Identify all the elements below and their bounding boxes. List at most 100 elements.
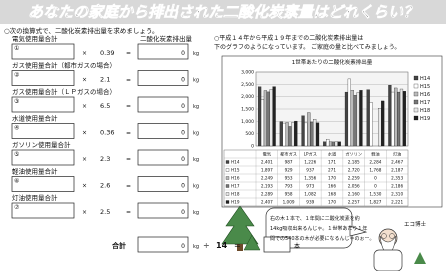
unit: kg: [193, 104, 199, 110]
legend-label: H16: [420, 92, 430, 98]
x-tick-label: 軽油: [371, 151, 379, 158]
table-series: H14: [231, 160, 240, 165]
table-value: 2,284: [369, 160, 381, 165]
result: 0: [181, 77, 185, 84]
table-value: 2,407: [261, 200, 273, 205]
result: 0: [181, 183, 185, 190]
row-mark: ⑤: [14, 151, 19, 158]
legend-swatch: [414, 84, 418, 88]
table-value: 2,160: [348, 192, 360, 197]
factor: 2.5: [100, 208, 110, 216]
trees-unit: 本: [294, 242, 300, 250]
equals: =: [126, 130, 131, 137]
times: ×: [82, 130, 87, 137]
table-value: 2,193: [261, 184, 273, 189]
y-tick-label: 0: [251, 144, 254, 150]
unit: kg: [193, 244, 199, 250]
unit: kg: [193, 78, 199, 84]
bar: [403, 91, 406, 146]
y-tick-label: 1,000: [241, 119, 254, 125]
bar: [302, 116, 305, 146]
x-tick-label: 都市ガス: [280, 151, 297, 158]
unit: kg: [193, 184, 199, 190]
bar: [310, 122, 313, 146]
table-value: 166: [328, 184, 336, 189]
input-box: [12, 71, 74, 86]
table-series: H15: [231, 168, 240, 173]
bar: [316, 123, 319, 146]
times: ×: [82, 156, 87, 163]
table-value: 937: [306, 168, 314, 173]
table-value: 2,221: [391, 200, 403, 205]
table-value: 171: [328, 160, 336, 165]
row-label: 灯油使用量合計: [12, 193, 58, 202]
legend-swatch: [414, 116, 418, 120]
row-mark: ②: [14, 72, 20, 79]
table-value: 2,186: [391, 184, 403, 189]
bar: [307, 113, 310, 146]
table-value: 939: [306, 200, 314, 205]
bar: [332, 142, 335, 146]
doctor-label: エコ博士: [404, 220, 427, 228]
table-value: 0: [374, 176, 377, 181]
row-mark: ⑦: [14, 204, 20, 211]
result: 0: [181, 103, 185, 110]
legend-swatch: [414, 108, 418, 112]
bar: [388, 85, 391, 146]
worksheet: あなたの家庭から排出された二酸化炭素量はどれくらい？ ○次の換算式で、二酸化炭素…: [0, 0, 446, 271]
table-series: H19: [231, 200, 240, 205]
table-value: 1,082: [304, 192, 316, 197]
input-box: [12, 124, 74, 139]
unit: kg: [193, 51, 199, 57]
row-label: 軽油使用量合計: [12, 167, 58, 176]
equals: =: [126, 77, 131, 84]
legend-label: H14: [420, 76, 430, 82]
table-value: 2,249: [261, 176, 273, 181]
y-tick-label: 500: [245, 131, 254, 137]
total-result: 0: [181, 243, 185, 250]
x-tick-label: ガソリン: [345, 151, 362, 158]
table-value: 1,226: [304, 160, 316, 165]
bar: [261, 99, 264, 146]
times: ×: [82, 103, 87, 110]
x-tick-label: LPガス: [304, 151, 317, 158]
title: あなたの家庭から排出された二酸化炭素量はどれくらい？: [28, 3, 418, 21]
input-box: [12, 97, 74, 112]
row-label: 電気使用量合計: [12, 34, 58, 43]
result: 0: [181, 130, 185, 137]
table-value: 170: [328, 176, 336, 181]
table-value: 2,056: [348, 184, 360, 189]
table-value: 2,187: [391, 168, 403, 173]
factor: 0.39: [100, 49, 114, 57]
legend-swatch: [414, 92, 418, 96]
bubble-text: 間での540本の木が必要になるんじゃのぉー。: [270, 235, 375, 242]
bar: [326, 139, 329, 146]
bubble-text: 14kg吸収出来るんじゃ。１世帯あたり１年: [270, 225, 367, 232]
doctor: [374, 229, 426, 271]
row-mark: ③: [14, 98, 19, 105]
legend-label: H18: [420, 108, 430, 114]
x-tick-label: 電気: [263, 151, 271, 158]
equals: =: [126, 50, 131, 57]
legend-label: H19: [420, 116, 430, 122]
equals: =: [126, 183, 131, 190]
bar: [400, 89, 403, 146]
bar: [397, 92, 400, 146]
bar: [338, 142, 341, 146]
factor: 2.3: [100, 155, 110, 163]
input-box: [12, 203, 74, 218]
equals: =: [126, 156, 131, 163]
table-value: 1,897: [261, 168, 273, 173]
bar: [351, 90, 354, 146]
table-value: 2,401: [261, 160, 273, 165]
input-box: [12, 44, 74, 59]
times: ×: [82, 50, 87, 57]
bar: [381, 101, 384, 146]
bar: [283, 123, 286, 146]
bar: [367, 90, 370, 146]
bar: [391, 92, 394, 146]
table-swatch: [226, 201, 229, 204]
times: ×: [82, 209, 87, 216]
row-label: ガソリン使用量合計: [12, 140, 71, 149]
bar: [273, 87, 276, 146]
